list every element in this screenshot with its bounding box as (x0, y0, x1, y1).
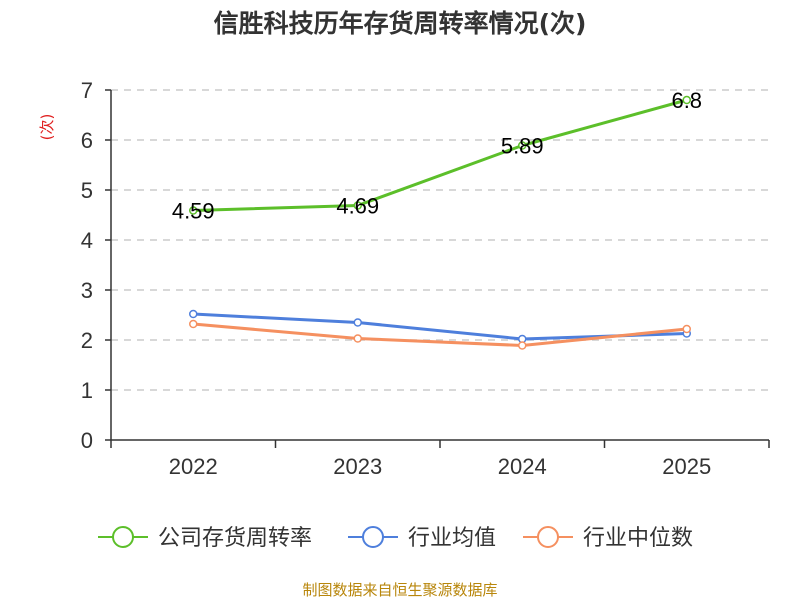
legend-label: 行业均值 (408, 526, 496, 551)
legend-marker (112, 526, 134, 548)
data-label: 6.8 (671, 88, 702, 113)
y-tick-label: 4 (81, 228, 93, 253)
y-tick-label: 0 (81, 428, 93, 453)
y-tick-label: 3 (81, 278, 93, 303)
source-note: 制图数据来自恒生聚源数据库 (302, 581, 497, 599)
data-label: 4.69 (336, 194, 379, 219)
data-labels: 4.59 4.69 5.89 6.8 (172, 88, 702, 224)
y-tick-label: 5 (81, 178, 93, 203)
legend: 公司存货周转率 行业均值 行业中位数 (98, 526, 693, 551)
data-point (353, 201, 362, 210)
data-point (353, 334, 362, 343)
y-tick-label: 1 (81, 378, 93, 403)
x-tick-label: 2022 (169, 454, 218, 479)
x-tick-label: 2023 (333, 454, 382, 479)
y-tick-label: 2 (81, 328, 93, 353)
chart-title: 信胜科技历年存货周转率情况(次) (214, 9, 587, 38)
legend-marker (537, 526, 559, 548)
legend-label: 公司存货周转率 (158, 526, 312, 551)
data-point (682, 95, 691, 105)
series-line-0 (193, 98, 688, 212)
y-tick-label: 6 (81, 128, 93, 153)
series (189, 95, 691, 350)
data-point (189, 309, 198, 319)
grid (111, 89, 769, 391)
data-point (353, 318, 362, 327)
legend-marker (362, 526, 384, 548)
series-line-2 (193, 322, 687, 347)
legend-label: 行业中位数 (583, 526, 693, 551)
data-point (518, 141, 527, 150)
x-tick-label: 2025 (662, 454, 711, 479)
y-tick-label: 7 (81, 78, 93, 103)
data-label: 4.59 (172, 199, 215, 224)
data-point (189, 206, 198, 215)
data-label: 5.89 (501, 134, 544, 159)
axes: 0 1 2 3 4 5 6 7 2022 2023 2024 2025 (81, 78, 770, 479)
data-point (518, 341, 527, 350)
data-point (682, 324, 691, 334)
data-point (189, 319, 198, 329)
x-tick-label: 2024 (498, 454, 547, 479)
y-axis-label: (次) (38, 114, 56, 141)
